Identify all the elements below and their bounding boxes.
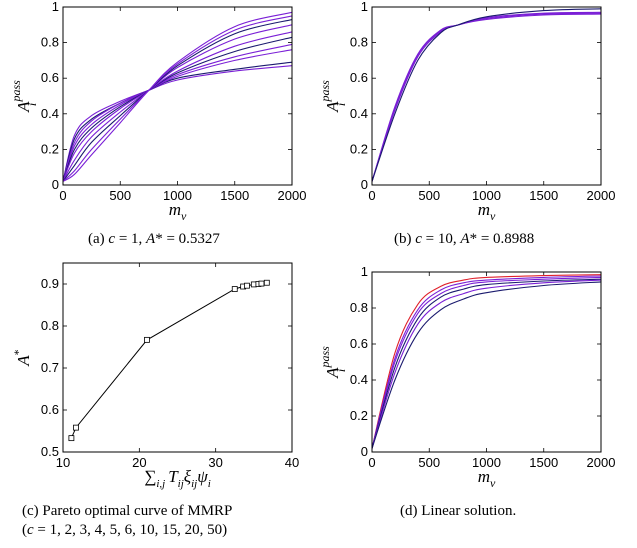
point-c-9 xyxy=(263,279,270,286)
plot-frame-d xyxy=(371,271,602,453)
point-c-8 xyxy=(258,280,265,287)
xtick-label-d-0: 0 xyxy=(368,455,375,470)
chart-d: 0 500 1000 1500 2000 0 0.2 0.4 0.6 0.8 1 Apassi mv xyxy=(318,264,615,490)
caption-d: (d) Linear solution. xyxy=(400,503,517,519)
chart-a: 0 500 1000 1500 2000 0 0.2 0.4 0.6 0.8 1 Apassi mv xyxy=(9,0,306,223)
xtick-label-d-1: 500 xyxy=(418,455,440,470)
ytick-label-b-4: 0.8 xyxy=(350,35,368,50)
ytick-label-a-5: 1 xyxy=(52,0,59,14)
point-c-1 xyxy=(73,424,79,431)
ytick-label-b-3: 0.6 xyxy=(350,70,368,85)
ytick-label-b-2: 0.4 xyxy=(350,106,368,121)
xtick-label-c-2: 30 xyxy=(208,455,222,470)
series-line-a-5 xyxy=(63,31,292,182)
ytick-label-c-1: 0.6 xyxy=(41,402,59,417)
series-line-c-0 xyxy=(70,282,267,439)
xtick-label-d-4: 2000 xyxy=(587,455,616,470)
xtick-label-b-3: 1500 xyxy=(529,188,558,203)
xtick-label-a-2: 1000 xyxy=(163,188,192,203)
ytick-label-d-2: 0.4 xyxy=(350,372,368,387)
series-line-a-6 xyxy=(63,24,292,182)
series-line-d-4 xyxy=(372,279,601,449)
point-c-2 xyxy=(144,336,150,343)
xtick-label-a-1: 500 xyxy=(109,188,131,203)
series-line-a-7 xyxy=(63,18,292,182)
series-line-b-0 xyxy=(372,13,601,182)
series-line-d-5 xyxy=(372,281,601,449)
xtick-label-d-2: 1000 xyxy=(472,455,501,470)
chart-c: 10 20 30 40 0.5 0.6 0.7 0.8 0.9 A* ∑i,j Tijξijψi xyxy=(11,262,299,490)
series-line-a-3 xyxy=(63,43,292,182)
caption-c2: (c = 1, 2, 3, 4, 5, 6, 10, 15, 20, 50) xyxy=(22,522,228,538)
series-line-a-0 xyxy=(63,65,292,182)
ytick-label-b-0: 0 xyxy=(361,177,368,192)
plot-frame-c xyxy=(62,262,293,453)
chart-b: 0 500 1000 1500 2000 0 0.2 0.4 0.6 0.8 1 Apassi mv xyxy=(318,0,615,223)
xtick-label-a-4: 2000 xyxy=(278,188,307,203)
series-line-d-2 xyxy=(372,276,601,449)
xtick-label-b-2: 1000 xyxy=(472,188,501,203)
ytick-label-a-1: 0.2 xyxy=(41,141,59,156)
ylabel-c: A* xyxy=(11,349,33,366)
series-line-d-3 xyxy=(372,278,601,449)
ytick-label-b-1: 0.2 xyxy=(350,141,368,156)
series-line-b-1 xyxy=(372,12,601,182)
series-line-b-3 xyxy=(372,8,601,182)
ytick-label-d-1: 0.2 xyxy=(350,408,368,423)
ytick-label-c-3: 0.8 xyxy=(41,318,59,333)
xtick-label-c-3: 40 xyxy=(285,455,299,470)
xtick-label-b-4: 2000 xyxy=(587,188,616,203)
xtick-label-c-1: 20 xyxy=(132,455,146,470)
series-line-a-4 xyxy=(63,36,292,182)
ytick-label-a-3: 0.6 xyxy=(41,70,59,85)
xtick-label-a-3: 1500 xyxy=(220,188,249,203)
ytick-label-a-2: 0.4 xyxy=(41,106,59,121)
caption-b: (b) c = 10, A* = 0.8988 xyxy=(394,231,535,247)
ytick-label-c-0: 0.5 xyxy=(41,444,59,459)
xtick-label-a-0: 0 xyxy=(59,188,66,203)
xlabel-c: ∑i,j Tijξijψi xyxy=(144,467,211,490)
ylabel-a: Apassi xyxy=(9,80,39,113)
ytick-label-c-4: 0.9 xyxy=(41,276,59,291)
ytick-label-a-4: 0.8 xyxy=(41,35,59,50)
ylabel-b: Apassi xyxy=(318,80,348,113)
ytick-label-d-0: 0 xyxy=(361,444,368,459)
series-line-b-2 xyxy=(372,11,601,182)
series-line-a-9 xyxy=(63,11,292,182)
ytick-label-b-5: 1 xyxy=(361,0,368,14)
ylabel-d: Apassi xyxy=(318,346,348,379)
xtick-label-b-1: 500 xyxy=(418,188,440,203)
point-c-0 xyxy=(68,435,75,442)
point-c-5 xyxy=(244,282,250,289)
series-line-a-2 xyxy=(63,49,292,182)
series-line-d-0 xyxy=(372,274,601,449)
plot-frame-b xyxy=(371,6,602,186)
xlabel-b: mv xyxy=(478,200,496,223)
ytick-label-d-3: 0.6 xyxy=(350,336,368,351)
xlabel-a: mv xyxy=(169,200,187,223)
plot-frame-a xyxy=(62,6,293,186)
ytick-label-d-4: 0.8 xyxy=(350,300,368,315)
xtick-label-c-0: 10 xyxy=(56,455,70,470)
series-line-a-8 xyxy=(63,15,292,182)
ytick-label-d-5: 1 xyxy=(361,264,368,279)
caption-c1: (c) Pareto optimal curve of MMRP xyxy=(22,503,233,519)
point-c-3 xyxy=(231,286,238,292)
xtick-label-d-3: 1500 xyxy=(529,455,558,470)
caption-a: (a) c = 1, A* = 0.5327 xyxy=(88,231,220,247)
ytick-label-a-0: 0 xyxy=(52,177,59,192)
xtick-label-b-0: 0 xyxy=(368,188,375,203)
ytick-label-c-2: 0.7 xyxy=(41,360,59,375)
xlabel-d: mv xyxy=(478,467,496,490)
series-line-d-1 xyxy=(372,275,601,449)
